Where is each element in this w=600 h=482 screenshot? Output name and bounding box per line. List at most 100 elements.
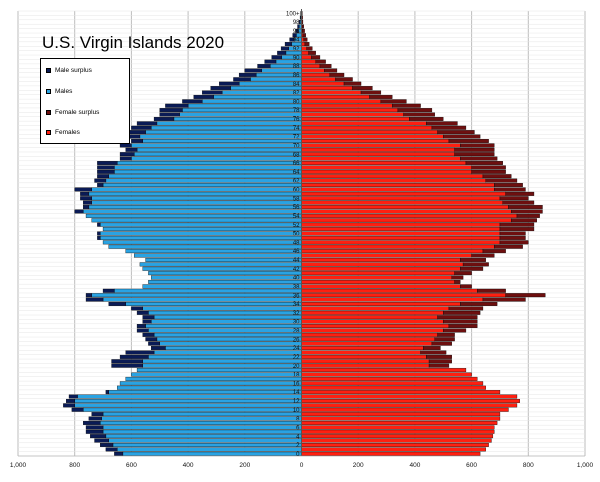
male-bar bbox=[91, 218, 302, 223]
male-bar bbox=[114, 288, 302, 293]
age-tick-label: 90 bbox=[293, 55, 300, 61]
female-bar bbox=[301, 398, 520, 403]
male-surplus-bar bbox=[125, 350, 155, 355]
male-surplus-bar bbox=[85, 293, 92, 298]
female-bar bbox=[301, 77, 336, 82]
male-bar bbox=[102, 297, 302, 302]
male-bar bbox=[91, 200, 302, 205]
female-surplus-bar bbox=[448, 138, 489, 143]
female-bar bbox=[301, 86, 353, 91]
female-bar bbox=[301, 253, 472, 258]
female-surplus-bar bbox=[302, 33, 306, 38]
male-bar bbox=[117, 447, 302, 452]
axes bbox=[18, 9, 585, 457]
male-surplus-bar bbox=[83, 205, 90, 210]
male-surplus-bar bbox=[244, 68, 262, 73]
male-surplus-bar bbox=[136, 310, 149, 315]
male-surplus-bar bbox=[90, 434, 107, 439]
male-bar bbox=[74, 403, 302, 408]
age-tick-label: 42 bbox=[293, 267, 300, 273]
age-tick-label: 50 bbox=[293, 232, 300, 238]
female-surplus-bar bbox=[502, 200, 535, 205]
male-surplus-bar bbox=[97, 183, 104, 188]
female-surplus-bar bbox=[482, 297, 526, 302]
female-surplus-bar bbox=[443, 319, 478, 324]
female-bar bbox=[301, 134, 444, 139]
legend-item-females: Females bbox=[46, 126, 80, 138]
female-bar bbox=[301, 425, 495, 430]
age-tick-label: 38 bbox=[293, 284, 300, 290]
female-bar bbox=[301, 310, 444, 315]
age-tick-label: 26 bbox=[293, 337, 300, 343]
female-bar bbox=[301, 218, 512, 223]
male-bar bbox=[119, 381, 302, 386]
male-surplus-bar bbox=[74, 209, 84, 214]
female-surplus-bar bbox=[443, 310, 481, 315]
male-bar bbox=[108, 390, 302, 395]
male-surplus-bar bbox=[114, 451, 124, 456]
female-bar bbox=[301, 116, 410, 121]
female-bar bbox=[301, 279, 455, 284]
male-bar bbox=[151, 319, 302, 324]
female-surplus-bar bbox=[511, 218, 537, 223]
female-bar bbox=[301, 381, 484, 386]
female-surplus-bar bbox=[454, 279, 461, 284]
male-surplus-bar bbox=[85, 425, 104, 430]
female-bar bbox=[301, 354, 427, 359]
male-bar bbox=[125, 302, 302, 306]
male-bar bbox=[221, 90, 302, 95]
female-bar bbox=[301, 222, 501, 227]
female-bar bbox=[301, 412, 501, 417]
male-bar bbox=[145, 257, 302, 262]
male-surplus-bar bbox=[119, 354, 149, 359]
age-tick-label: 70 bbox=[293, 143, 300, 149]
male-surplus-bar bbox=[153, 116, 175, 121]
male-bar bbox=[91, 187, 302, 192]
female-surplus-bar bbox=[448, 324, 478, 329]
female-surplus-bar bbox=[460, 156, 498, 161]
male-bar bbox=[173, 116, 302, 121]
female-surplus-bar bbox=[343, 81, 362, 86]
age-tick-label: 84 bbox=[293, 82, 300, 88]
female-surplus-bar bbox=[499, 240, 529, 245]
male-surplus-bar bbox=[111, 363, 143, 368]
x-tick-label: 600 bbox=[466, 462, 477, 469]
female-surplus-bar bbox=[443, 134, 481, 139]
x-tick-label: 800 bbox=[69, 462, 80, 469]
legend-swatch-male-surplus bbox=[46, 67, 51, 73]
legend-item-male-surplus: Male surplus bbox=[46, 64, 92, 76]
male-surplus-bar bbox=[292, 33, 297, 38]
female-bar bbox=[301, 200, 503, 205]
age-tick-label: 8 bbox=[296, 417, 300, 423]
male-surplus-bar bbox=[102, 288, 115, 293]
male-bar bbox=[101, 416, 302, 421]
age-tick-label: 100+ bbox=[286, 11, 300, 17]
female-bar bbox=[301, 187, 495, 192]
x-tick-label: 400 bbox=[183, 462, 194, 469]
male-surplus-bar bbox=[97, 161, 118, 165]
male-surplus-bar bbox=[210, 86, 231, 91]
male-surplus-bar bbox=[80, 191, 90, 196]
male-surplus-bar bbox=[97, 165, 115, 170]
male-surplus-bar bbox=[97, 174, 109, 179]
female-bar bbox=[301, 99, 382, 104]
age-tick-label: 24 bbox=[293, 346, 300, 352]
male-surplus-bar bbox=[66, 398, 75, 403]
male-bar bbox=[102, 227, 302, 232]
male-bar bbox=[142, 138, 302, 143]
female-surplus-bar bbox=[477, 288, 506, 293]
male-bar bbox=[125, 249, 302, 254]
female-surplus-bar bbox=[303, 37, 308, 42]
female-surplus-bar bbox=[508, 205, 543, 210]
female-surplus-bar bbox=[471, 165, 506, 170]
female-surplus-bar bbox=[448, 306, 484, 311]
male-surplus-bar bbox=[71, 407, 84, 412]
male-bar bbox=[142, 284, 302, 289]
female-surplus-bar bbox=[311, 55, 321, 60]
female-surplus-bar bbox=[329, 72, 345, 77]
female-bar bbox=[301, 443, 489, 447]
age-tick-label: 14 bbox=[293, 390, 300, 396]
age-tick-label: 78 bbox=[293, 108, 300, 114]
female-surplus-bar bbox=[451, 275, 464, 280]
age-tick-label: 74 bbox=[293, 126, 300, 132]
